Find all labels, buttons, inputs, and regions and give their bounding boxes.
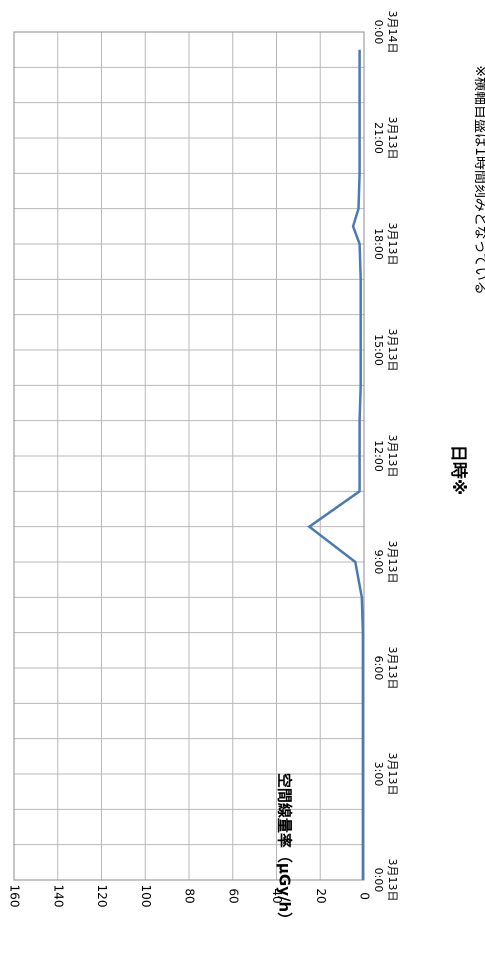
y-tick-label: 120	[95, 885, 109, 908]
x-tick-labels: 3月13日0:00 3月13日3:00 3月13日6:00 3月13日9:00 3月13…	[372, 11, 399, 902]
y-axis-label: 空間線量率（μGy/h）	[276, 773, 294, 927]
y-tick-label: 100	[139, 885, 153, 908]
x-tick-label: 3月13日3:00	[372, 753, 399, 796]
y-tick-label: 160	[8, 885, 22, 908]
y-tick-label: 0	[358, 892, 372, 900]
x-tick-label: 3月14日0:00	[372, 11, 399, 54]
y-tick-label: 80	[183, 888, 197, 903]
x-tick-label: 3月13日15:00	[372, 329, 399, 372]
y-tick-labels: 0 20 40 60 80 100 120 140 160	[8, 885, 372, 908]
series-line-group	[307, 49, 365, 880]
y-tick-label: 60	[226, 888, 240, 903]
y-tick-label: 140	[51, 885, 65, 908]
x-tick-label: 3月13日9:00	[372, 541, 399, 584]
x-tick-label: 3月13日18:00	[372, 223, 399, 266]
plot-border	[13, 31, 365, 881]
x-tick-label: 3月13日6:00	[372, 647, 399, 690]
grid	[13, 31, 365, 881]
series-line	[307, 49, 365, 880]
x-axis-label: 日時※	[448, 445, 469, 496]
y-tick-label: 20	[314, 888, 328, 903]
footnote: ※横軸目盛は1時間刻みとなっている	[472, 65, 485, 295]
x-tick-label: 3月13日12:00	[372, 435, 399, 478]
x-tick-label: 3月13日0:00	[372, 859, 399, 902]
y-tick-label: 40	[270, 888, 284, 903]
x-tick-label: 3月13日21:00	[372, 117, 399, 160]
